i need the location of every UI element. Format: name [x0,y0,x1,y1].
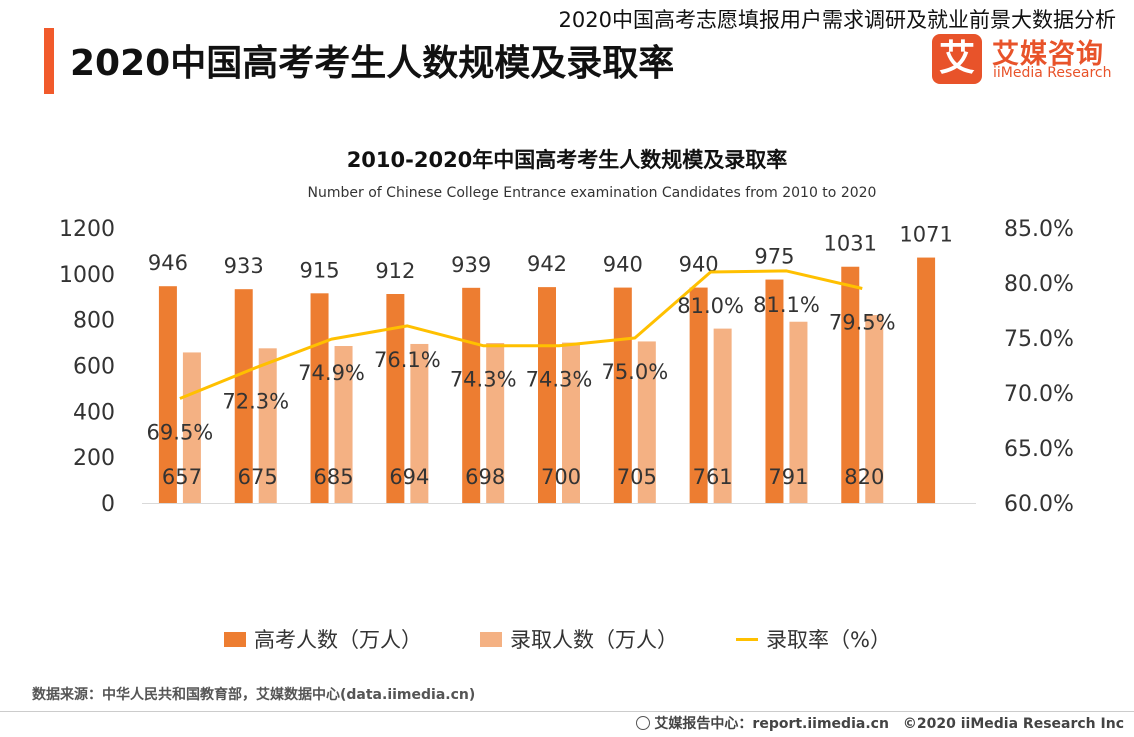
legend-swatch-candidates [224,632,246,647]
bar-admitted [410,343,429,503]
bar-candidates [613,287,632,503]
report-title: 2020中国高考志愿填报用户需求调研及就业前景大数据分析 [558,8,1116,32]
bar-candidates [765,279,784,503]
bar-admitted [182,352,201,503]
logo-name-en: iiMedia Research [993,65,1112,81]
title-accent-bar [44,28,54,94]
bar-label-admitted: 698 [465,465,505,489]
rate-label: 75.0% [601,360,668,384]
bar-candidates [234,289,253,503]
bar-label-candidates: 912 [375,259,415,283]
y-right-tick-label: 70.0% [1004,382,1074,407]
rate-label: 79.5% [829,311,896,335]
footer-divider [0,711,1134,712]
globe-icon [636,716,651,730]
copyright: ©2020 iiMedia Research Inc [902,716,1124,732]
bar-label-candidates: 1071 [899,223,952,247]
footer: 艾媒报告中心：report.iimedia.cn ©2020 iiMedia Re… [636,713,1124,733]
bar-candidates [386,294,405,503]
bar-admitted [334,346,353,503]
rate-label: 81.1% [753,293,820,317]
bar-admitted [713,328,732,503]
bar-admitted [637,341,656,503]
legend-label-candidates: 高考人数（万人） [254,628,422,652]
bar-admitted [789,321,808,503]
bar-admitted [258,348,277,503]
logo-mark: 艾 [932,34,982,84]
bar-label-candidates: 939 [451,253,491,277]
bar-admitted [562,342,580,503]
y-right-tick-label: 80.0% [1004,272,1074,297]
report-site-link[interactable]: 艾媒报告中心：report.iimedia.cn [654,716,889,732]
bar-label-admitted: 700 [541,465,581,489]
bar-admitted [865,315,884,503]
bar-candidates [689,287,708,503]
bar-label-candidates: 1031 [824,232,877,256]
bar-candidates [538,287,556,503]
bar-label-admitted: 705 [617,465,657,489]
bar-label-admitted: 820 [844,465,884,489]
bar-label-candidates: 933 [224,254,264,278]
y-left-tick-label: 800 [73,309,115,334]
bar-label-candidates: 975 [754,245,794,269]
page-title: 2020中国高考考生人数规模及录取率 [70,43,675,84]
bar-label-candidates: 940 [603,253,643,277]
bar-candidates [917,257,936,503]
rate-line [179,269,863,400]
bar-label-admitted: 657 [162,465,202,489]
y-left-tick-label: 400 [73,400,115,425]
rate-label: 74.9% [298,361,365,385]
bar-candidates [841,266,860,503]
bar-label-admitted: 675 [238,465,278,489]
rate-label: 76.1% [374,348,441,372]
y-right-tick-label: 60.0% [1004,492,1074,517]
y-right-tick-label: 75.0% [1004,327,1074,352]
bar-admitted [486,343,505,503]
bar-label-admitted: 694 [389,465,429,489]
legend-swatch-rate [736,638,758,641]
bar-label-admitted: 761 [693,465,733,489]
rate-label: 69.5% [147,421,214,445]
data-source: 数据来源：中华人民共和国教育部，艾媒数据中心(data.iimedia.cn) [32,687,476,703]
bar-label-admitted: 791 [768,465,808,489]
rate-label: 72.3% [222,390,289,414]
y-left-tick-label: 600 [73,355,115,380]
bar-candidates [158,286,177,503]
y-left-tick-label: 1000 [59,263,115,288]
chart-title: 2010-2020年中国高考考生人数规模及录取率 [346,148,788,172]
rate-label: 74.3% [450,368,517,392]
bar-label-candidates: 915 [299,258,339,282]
rate-label: 81.0% [677,294,744,318]
legend-label-admitted: 录取人数（万人） [510,628,678,652]
rate-label: 74.3% [526,368,593,392]
logo: 艾 艾媒咨询 iiMedia Research [932,34,1122,86]
y-left-tick-label: 1200 [59,217,115,242]
bar-label-candidates: 942 [527,252,567,276]
y-left-tick-label: 200 [73,446,115,471]
bar-label-candidates: 946 [148,251,188,275]
logo-name-cn: 艾媒咨询 [992,39,1104,70]
y-right-tick-label: 65.0% [1004,437,1074,462]
y-left-tick-label: 0 [101,492,115,517]
y-right-tick-label: 85.0% [1004,217,1074,242]
legend-swatch-admitted [480,632,502,647]
legend-label-rate: 录取率（%） [766,628,891,652]
bar-label-admitted: 685 [313,465,353,489]
chart-subtitle: Number of Chinese College Entrance exami… [307,185,877,201]
